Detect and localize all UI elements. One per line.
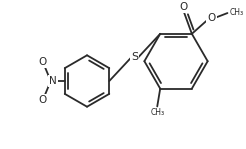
Text: CH₃: CH₃ (230, 8, 244, 17)
Text: O: O (207, 13, 216, 23)
Text: S: S (131, 52, 138, 62)
Text: O: O (38, 57, 46, 67)
Text: O: O (38, 95, 46, 105)
Text: O: O (180, 2, 188, 12)
Text: CH₃: CH₃ (150, 108, 164, 117)
Text: N: N (49, 76, 57, 86)
